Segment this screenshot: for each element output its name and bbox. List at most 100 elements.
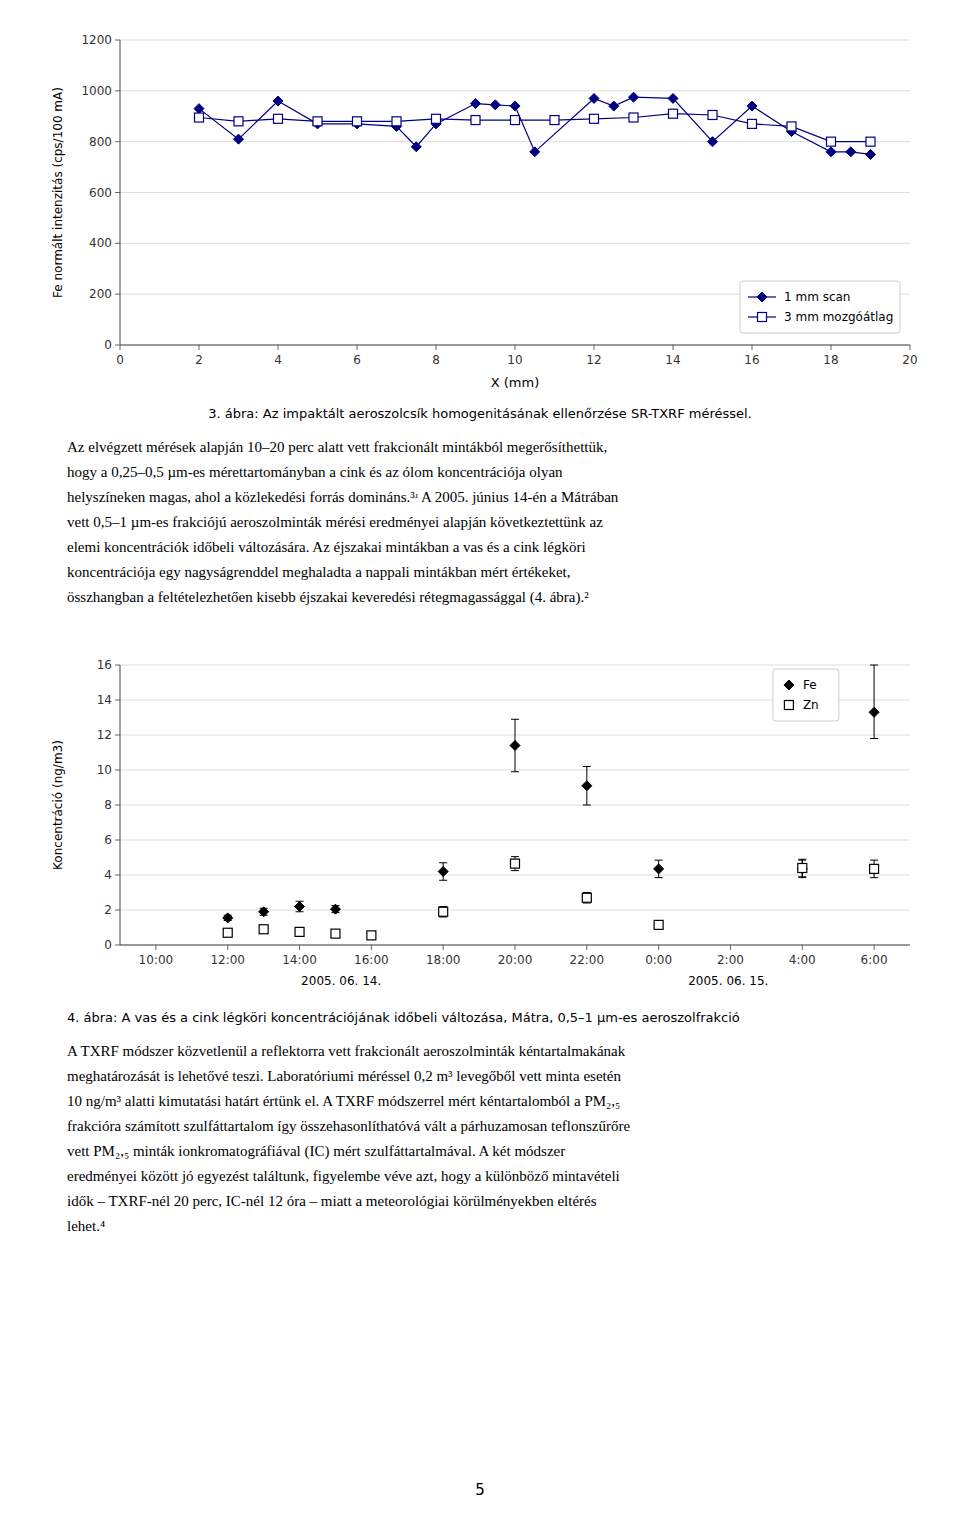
y-tick: [115, 910, 120, 911]
body-text-line: elemi koncentrációk időbeli változására.…: [67, 539, 586, 555]
marker: [787, 122, 796, 131]
y-tick: [115, 141, 120, 142]
error-bar: [439, 907, 447, 918]
x-tick: [436, 345, 437, 350]
x-tick-label: 6: [353, 353, 361, 367]
marker: [609, 101, 619, 111]
chart-1: 024681012141610:0012:0014:0016:0018:0020…: [51, 658, 910, 988]
marker: [866, 137, 875, 146]
body-text-line: 10 ng/m³ alatti kimutatási határt értünk…: [67, 1093, 620, 1109]
y-tick-label: 600: [89, 186, 112, 200]
x-tick-label: 20:00: [498, 953, 533, 967]
x-tick-label: 12:00: [210, 953, 245, 967]
error-bar: [583, 767, 591, 806]
marker: [582, 893, 591, 902]
y-tick-label: 14: [97, 693, 112, 707]
series: [223, 857, 878, 940]
chart-0: 02004006008001000120002468101214161820X …: [51, 33, 918, 390]
marker: [669, 109, 678, 118]
marker: [866, 149, 876, 159]
y-tick: [115, 40, 120, 41]
x-tick: [730, 945, 731, 950]
x-tick-label: 2:00: [717, 953, 744, 967]
body-text-line: vett 0,5–1 µm-es frakciójú aeroszolmintá…: [67, 514, 603, 530]
y-tick-label: 400: [89, 236, 112, 250]
x-axis: [120, 945, 910, 946]
marker: [194, 104, 204, 114]
x-tick-label: 20: [902, 353, 917, 367]
x-tick: [299, 945, 300, 950]
x-tick: [910, 345, 911, 350]
y-tick-label: 10: [97, 763, 112, 777]
marker: [827, 137, 836, 146]
marker: [869, 707, 879, 717]
legend-label: Fe: [803, 678, 817, 692]
marker: [708, 137, 718, 147]
x-tick-label: 10:00: [139, 953, 174, 967]
series: [194, 92, 876, 159]
y-tick: [115, 700, 120, 701]
marker: [510, 741, 520, 751]
grid-line: [120, 40, 910, 41]
marker: [330, 904, 340, 914]
marker: [411, 142, 421, 152]
marker: [510, 101, 520, 111]
x-tick-label: 10: [507, 353, 522, 367]
y-tick-label: 1000: [81, 84, 112, 98]
marker: [223, 913, 233, 923]
page-number: 5: [475, 1481, 485, 1499]
legend-box: [740, 281, 900, 333]
legend-box: [773, 669, 839, 721]
grid-line: [120, 805, 910, 806]
x-axis-label: X (mm): [491, 375, 540, 390]
error-bar: [798, 860, 806, 878]
marker: [274, 114, 283, 123]
x-tick-label: 16:00: [354, 953, 389, 967]
marker: [747, 101, 757, 111]
body-text-line: frakcióra számított szulfáttartalom így …: [67, 1118, 630, 1134]
x-tick-label: 16: [744, 353, 759, 367]
x-tick: [515, 345, 516, 350]
legend-label: 1 mm scan: [784, 290, 850, 304]
y-tick: [115, 192, 120, 193]
marker: [654, 864, 664, 874]
y-tick: [115, 345, 120, 346]
x-tick: [227, 945, 228, 950]
body-text-line: vett PM₂,₅ minták ionkromatográfiával (I…: [67, 1143, 565, 1160]
x-tick-label: 0: [116, 353, 124, 367]
date-label: 2005. 06. 15.: [688, 974, 768, 988]
error-bar: [511, 719, 519, 772]
y-tick-label: 8: [104, 798, 112, 812]
x-tick-label: 0:00: [645, 953, 672, 967]
error-bar: [583, 893, 591, 904]
marker: [234, 117, 243, 126]
y-tick: [115, 945, 120, 946]
grid-line: [120, 665, 910, 666]
grid-line: [120, 243, 910, 244]
y-tick: [115, 805, 120, 806]
marker: [846, 147, 856, 157]
x-tick-label: 8: [432, 353, 440, 367]
x-tick: [357, 345, 358, 350]
error-bar: [870, 860, 878, 878]
x-tick-label: 18:00: [426, 953, 461, 967]
y-tick-label: 200: [89, 287, 112, 301]
marker: [530, 147, 540, 157]
x-tick-label: 6:00: [861, 953, 888, 967]
x-tick-label: 4: [274, 353, 282, 367]
y-tick-label: 12: [97, 728, 112, 742]
marker: [367, 931, 376, 940]
marker: [629, 92, 639, 102]
grid-line: [120, 192, 910, 193]
y-axis-label: Koncentráció (ng/m3): [51, 740, 65, 870]
x-tick-label: 4:00: [789, 953, 816, 967]
x-axis: [120, 345, 910, 346]
legend-label: Zn: [803, 698, 819, 712]
marker: [870, 864, 879, 873]
body-text-line: helyszíneken magas, ahol a közlekedési f…: [67, 489, 619, 505]
marker: [259, 907, 269, 917]
y-axis: [120, 665, 121, 945]
y-tick-label: 1200: [81, 33, 112, 47]
x-tick-label: 14:00: [282, 953, 317, 967]
marker: [438, 867, 448, 877]
